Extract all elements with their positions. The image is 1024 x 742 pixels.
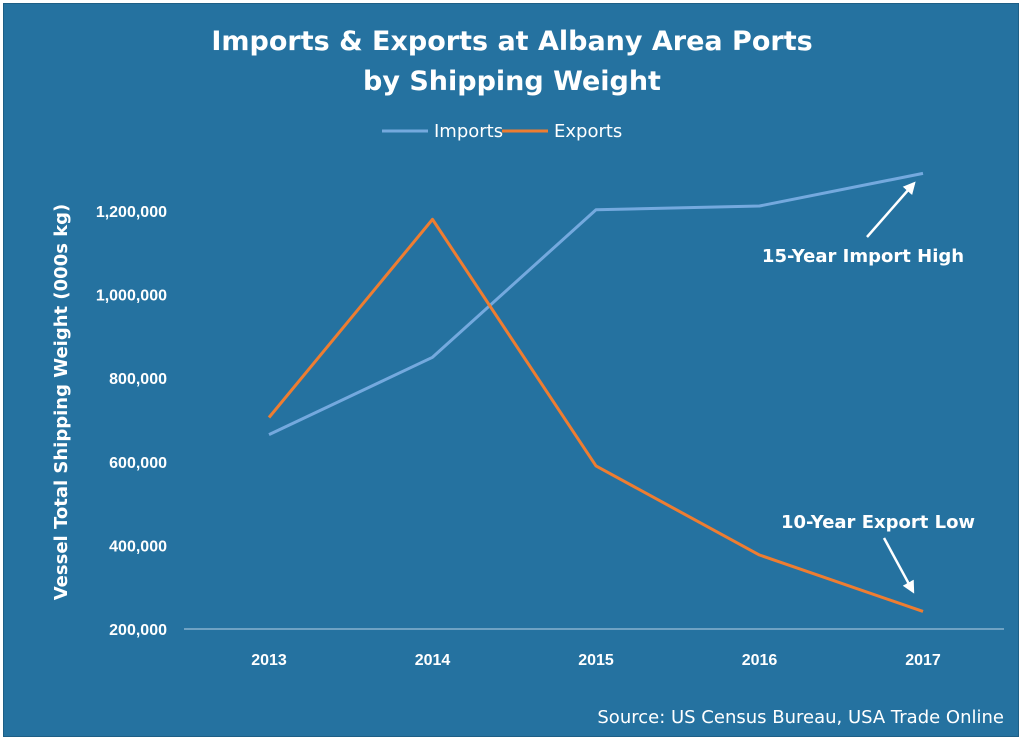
y-tick-label: 200,000 (109, 622, 167, 639)
annotation-arrow (882, 537, 915, 594)
x-tick-label: 2014 (415, 652, 451, 669)
x-tick-label: 2013 (251, 652, 287, 669)
x-tick-label: 2015 (578, 652, 614, 669)
chart-area: Imports & Exports at Albany Area Ports b… (3, 3, 1019, 737)
series-line-imports (268, 171, 924, 436)
source-note: Source: US Census Bureau, USA Trade Onli… (597, 707, 1004, 728)
legend-label-exports: Exports (554, 121, 622, 142)
y-tick-label: 1,200,000 (96, 204, 167, 221)
series-line-exports (267, 217, 924, 613)
legend: Imports Exports (382, 121, 622, 142)
annotation-label: 10-Year Export Low (781, 512, 975, 533)
x-tick-label: 2017 (905, 652, 941, 669)
y-axis-label: Vessel Total Shipping Weight (000s kg) (51, 204, 72, 601)
x-axis-ticks: 2013 2014 2015 2016 2017 (251, 652, 941, 669)
legend-label-imports: Imports (434, 121, 503, 142)
annotation-arrow (866, 181, 916, 238)
annotations: 15-Year Import High 10-Year Export Low (762, 181, 975, 594)
series-lines (267, 171, 924, 613)
y-tick-label: 800,000 (109, 371, 167, 388)
chart-title-line2: by Shipping Weight (363, 66, 661, 97)
x-tick-label: 2016 (742, 652, 778, 669)
y-tick-label: 1,000,000 (96, 288, 167, 305)
line-chart: Imports & Exports at Albany Area Ports b… (51, 26, 1004, 728)
y-tick-label: 400,000 (109, 538, 167, 555)
y-axis-ticks: 200,000 400,000 600,000 800,000 1,000,000 1,2… (96, 204, 167, 639)
chart-title-line1: Imports & Exports at Albany Area Ports (211, 26, 812, 57)
annotation-label: 15-Year Import High (762, 246, 964, 267)
y-tick-label: 600,000 (109, 455, 167, 472)
